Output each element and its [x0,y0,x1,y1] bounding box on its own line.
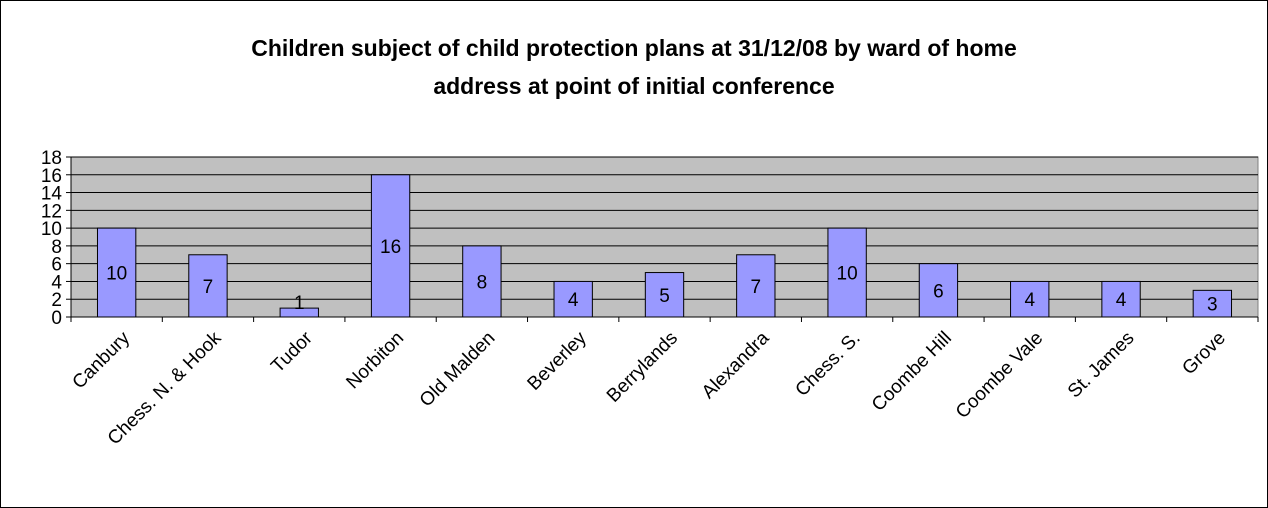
data-label: 4 [1024,290,1035,311]
data-label: 8 [477,272,488,293]
y-tick-label: 2 [51,290,62,311]
data-label: 4 [568,290,579,311]
bar [96,227,137,318]
y-tick-label: 0 [51,308,62,329]
data-label: 5 [659,286,670,307]
data-label: 3 [1207,295,1218,316]
category-label: Alexandra [698,327,774,403]
category-label: St. James [1064,328,1139,403]
y-tick-label: 4 [51,272,62,293]
bar [1192,289,1233,318]
y-tick-label: 10 [41,219,62,240]
data-label: 4 [1116,290,1127,311]
category-label: Tudor [267,327,317,377]
category-label: Beverley [524,327,591,394]
bar [1101,280,1141,318]
category-label: Canbury [69,327,135,393]
bar [918,263,959,318]
data-label: 10 [837,264,858,285]
y-tick-label: 12 [41,201,62,222]
bar [736,254,776,318]
category-label: Berrylands [603,328,682,407]
y-tick-label: 16 [41,166,62,187]
data-label: 10 [106,264,127,285]
y-tick-label: 18 [41,148,62,169]
data-label: 6 [933,281,944,302]
data-labels: 10 7 1 16 8 4 5 7 10 6 4 4 3 [106,237,1218,316]
y-tick-label: 6 [51,255,62,276]
y-tick-label: 8 [51,237,62,258]
data-label: 7 [751,277,762,298]
chart-title-line-2: address at point of initial conference [433,73,834,99]
category-label: Coombe Vale [952,328,1047,423]
category-label: Chess. S. [792,328,865,401]
y-tick-label: 14 [41,184,63,205]
bar [644,272,685,318]
category-label: Grove [1178,328,1229,379]
category-label: Old Malden [416,328,500,412]
data-label: 7 [203,277,214,298]
data-label: 16 [380,237,401,258]
bar [1010,280,1050,318]
bar [553,280,593,318]
data-label: 1 [294,293,305,314]
chart-title-line-1: Children subject of child protection pla… [251,35,1017,61]
category-label: Norbiton [342,328,408,394]
bar [462,245,502,318]
category-label: Coombe Hill [868,328,956,416]
